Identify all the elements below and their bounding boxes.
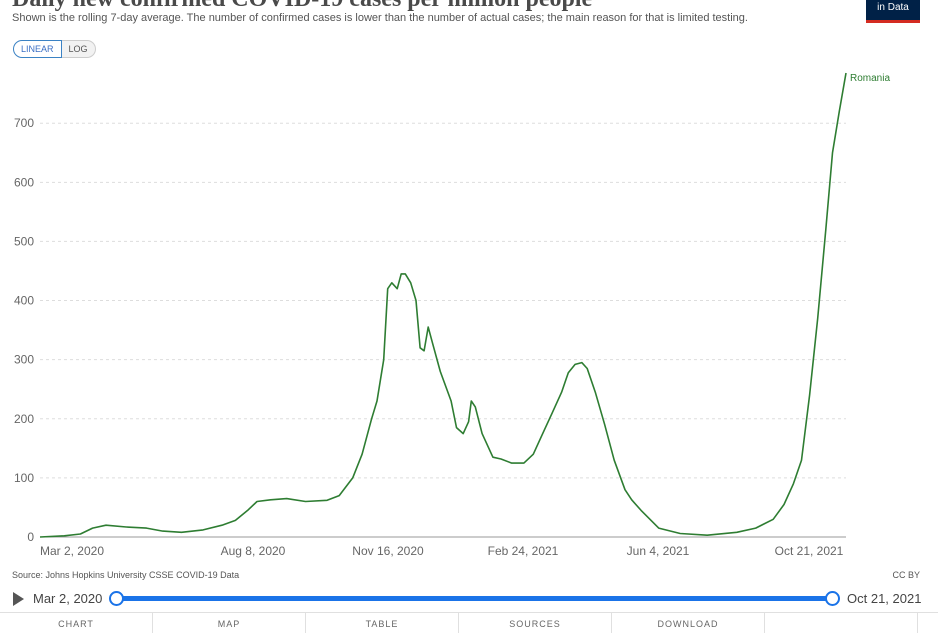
y-tick-label: 400 bbox=[14, 294, 34, 308]
tab-table[interactable]: TABLE bbox=[306, 613, 459, 633]
chart-grid bbox=[40, 122, 846, 538]
x-tick-label: Nov 16, 2020 bbox=[352, 544, 424, 558]
y-axis: 0 100 200 300 400 500 600 700 bbox=[14, 116, 34, 544]
series-lines bbox=[39, 72, 847, 538]
license-link[interactable]: CC BY bbox=[892, 570, 920, 580]
x-tick-label: Aug 8, 2020 bbox=[221, 544, 286, 558]
chart-tabs: CHART MAP TABLE SOURCES DOWNLOAD bbox=[0, 612, 938, 633]
chart-subtitle: Shown is the rolling 7-day average. The … bbox=[12, 12, 748, 24]
timeline-start-handle[interactable] bbox=[109, 591, 124, 606]
timeline-track[interactable] bbox=[116, 596, 832, 601]
linear-scale-button[interactable]: LINEAR bbox=[13, 40, 62, 58]
timeline-end-handle[interactable] bbox=[825, 591, 840, 606]
source-note: Source: Johns Hopkins University CSSE CO… bbox=[12, 570, 240, 580]
tab-share[interactable] bbox=[765, 613, 918, 633]
y-tick-label: 300 bbox=[14, 353, 34, 367]
x-tick-label: Jun 4, 2021 bbox=[627, 544, 690, 558]
timeline: Mar 2, 2020 Oct 21, 2021 bbox=[0, 589, 938, 609]
y-tick-label: 500 bbox=[14, 234, 34, 248]
series-labels: Romania bbox=[850, 73, 890, 84]
scale-toggle: LINEAR LOG bbox=[13, 40, 96, 58]
x-tick-label: Oct 21, 2021 bbox=[775, 544, 844, 558]
y-tick-label: 600 bbox=[14, 175, 34, 189]
y-tick-label: 100 bbox=[14, 471, 34, 485]
y-tick-label: 700 bbox=[14, 116, 34, 130]
timeline-start-label: Mar 2, 2020 bbox=[33, 591, 103, 606]
chart-title: Daily new confirmed COVID-19 cases per m… bbox=[12, 0, 592, 13]
logo-text: in Data bbox=[877, 2, 909, 13]
series-label: Romania bbox=[850, 73, 890, 84]
tab-download[interactable]: DOWNLOAD bbox=[612, 613, 765, 633]
x-tick-label: Feb 24, 2021 bbox=[488, 544, 559, 558]
log-scale-button[interactable]: LOG bbox=[61, 40, 96, 58]
y-tick-label: 200 bbox=[14, 412, 34, 426]
play-icon[interactable] bbox=[13, 592, 24, 606]
timeline-end-label: Oct 21, 2021 bbox=[847, 591, 922, 606]
tab-sources[interactable]: SOURCES bbox=[459, 613, 612, 633]
y-tick-label: 0 bbox=[27, 530, 34, 544]
series-line bbox=[39, 72, 847, 538]
x-axis: Mar 2, 2020 Aug 8, 2020 Nov 16, 2020 Feb 24… bbox=[40, 544, 844, 558]
line-chart: 0 100 200 300 400 500 600 700 Mar 2, 2020 Aug 8,… bbox=[14, 72, 890, 558]
tab-chart[interactable]: CHART bbox=[0, 613, 153, 633]
tab-map[interactable]: MAP bbox=[153, 613, 306, 633]
owid-logo[interactable]: in Data bbox=[866, 0, 920, 23]
x-tick-label: Mar 2, 2020 bbox=[40, 544, 104, 558]
